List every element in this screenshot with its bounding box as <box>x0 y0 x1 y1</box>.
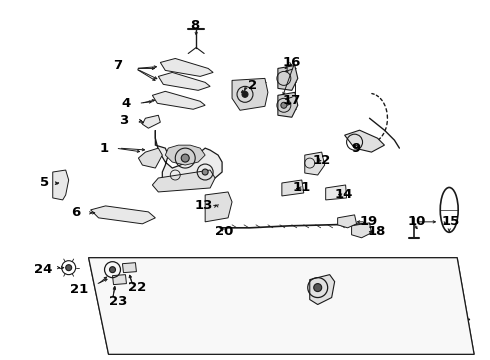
Circle shape <box>281 102 287 108</box>
Polygon shape <box>352 223 371 238</box>
Text: 22: 22 <box>128 281 147 294</box>
Text: 13: 13 <box>195 199 213 212</box>
Polygon shape <box>326 185 346 200</box>
Polygon shape <box>310 275 335 305</box>
Text: 5: 5 <box>40 176 49 189</box>
Polygon shape <box>305 152 325 175</box>
Text: 1: 1 <box>99 141 108 155</box>
Text: 7: 7 <box>113 59 122 72</box>
Text: 3: 3 <box>119 114 128 127</box>
Text: 17: 17 <box>283 94 301 107</box>
Polygon shape <box>278 66 298 90</box>
Polygon shape <box>53 170 69 200</box>
Circle shape <box>202 169 208 175</box>
Polygon shape <box>152 91 205 109</box>
Text: 18: 18 <box>368 225 386 238</box>
Polygon shape <box>138 148 162 168</box>
Text: 6: 6 <box>72 206 81 219</box>
Polygon shape <box>152 170 215 192</box>
Polygon shape <box>143 115 160 128</box>
Text: 9: 9 <box>352 141 361 155</box>
Polygon shape <box>122 263 136 273</box>
Polygon shape <box>338 215 357 228</box>
Circle shape <box>242 91 248 97</box>
Polygon shape <box>89 258 474 354</box>
Polygon shape <box>278 92 298 117</box>
Text: 12: 12 <box>313 154 331 167</box>
Text: 15: 15 <box>441 215 460 228</box>
Circle shape <box>181 154 189 162</box>
Text: 2: 2 <box>248 79 257 92</box>
Circle shape <box>314 284 322 292</box>
Polygon shape <box>205 192 232 222</box>
Text: 24: 24 <box>34 263 53 276</box>
Text: 10: 10 <box>407 215 426 228</box>
Polygon shape <box>155 130 222 183</box>
Polygon shape <box>91 206 155 224</box>
Circle shape <box>110 267 116 273</box>
Text: 19: 19 <box>360 215 378 228</box>
Polygon shape <box>113 275 126 285</box>
Text: 16: 16 <box>283 56 301 69</box>
Text: 8: 8 <box>191 19 200 32</box>
Polygon shape <box>165 145 205 165</box>
Text: 4: 4 <box>121 97 130 110</box>
Circle shape <box>66 265 72 271</box>
Text: 14: 14 <box>335 188 353 202</box>
Text: 11: 11 <box>293 181 311 194</box>
Polygon shape <box>89 258 474 354</box>
Polygon shape <box>158 72 210 90</box>
Polygon shape <box>232 78 268 110</box>
Polygon shape <box>344 130 385 152</box>
Text: 23: 23 <box>108 295 127 308</box>
Text: 20: 20 <box>215 225 234 238</box>
Polygon shape <box>160 58 213 76</box>
Polygon shape <box>282 180 304 196</box>
Text: 21: 21 <box>71 283 89 296</box>
